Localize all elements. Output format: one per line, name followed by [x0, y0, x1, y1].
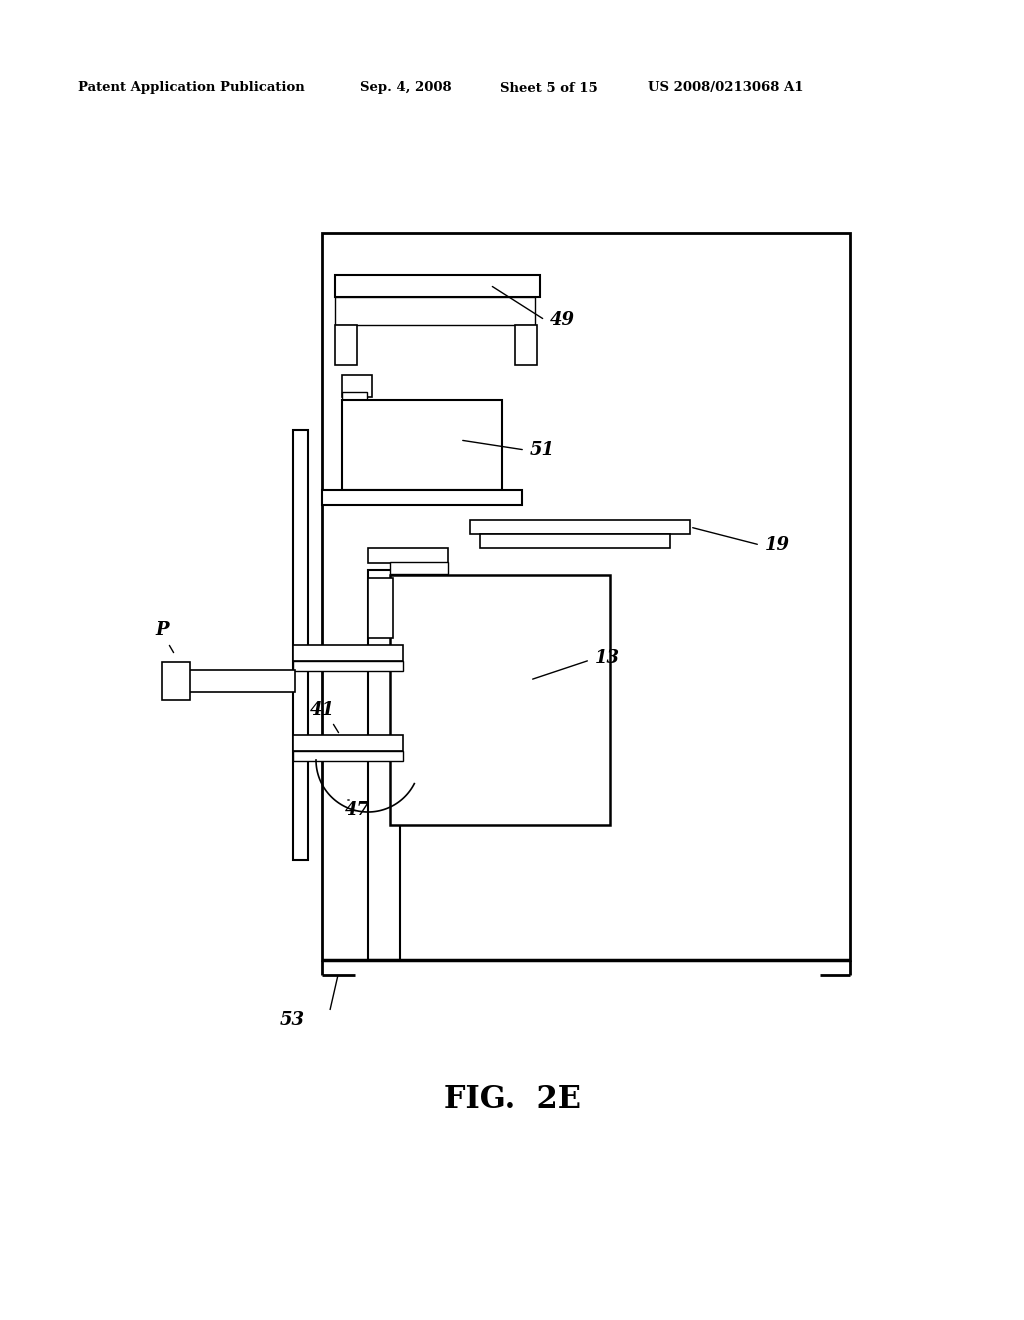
Bar [342, 392, 367, 404]
Bar [368, 548, 449, 564]
Bar [390, 562, 449, 574]
Bar [293, 661, 403, 671]
Bar [322, 490, 522, 506]
Text: 51: 51 [530, 441, 555, 459]
Bar [342, 400, 502, 490]
Bar [480, 535, 670, 548]
Bar [368, 578, 393, 638]
Bar [335, 325, 357, 366]
Bar [322, 234, 850, 960]
Bar [470, 520, 690, 535]
Text: 47: 47 [345, 801, 370, 818]
Text: Sep. 4, 2008: Sep. 4, 2008 [360, 82, 452, 95]
Text: 49: 49 [550, 312, 575, 329]
Bar [368, 570, 400, 960]
Bar [390, 576, 610, 825]
Text: 41: 41 [310, 701, 335, 719]
Bar [162, 663, 190, 700]
Bar [515, 325, 537, 366]
Bar [293, 430, 308, 861]
Text: 53: 53 [280, 1011, 305, 1030]
Bar [293, 751, 403, 762]
Text: US 2008/0213068 A1: US 2008/0213068 A1 [648, 82, 804, 95]
Text: Sheet 5 of 15: Sheet 5 of 15 [500, 82, 598, 95]
Text: 19: 19 [765, 536, 790, 554]
Text: FIG.  2E: FIG. 2E [443, 1085, 581, 1115]
Bar [342, 375, 372, 397]
Bar [335, 275, 540, 297]
Bar [293, 735, 403, 751]
Text: 13: 13 [595, 649, 620, 667]
Text: P: P [155, 620, 169, 639]
Bar [185, 671, 295, 692]
Bar [293, 645, 403, 661]
Bar [335, 297, 535, 325]
Text: Patent Application Publication: Patent Application Publication [78, 82, 305, 95]
